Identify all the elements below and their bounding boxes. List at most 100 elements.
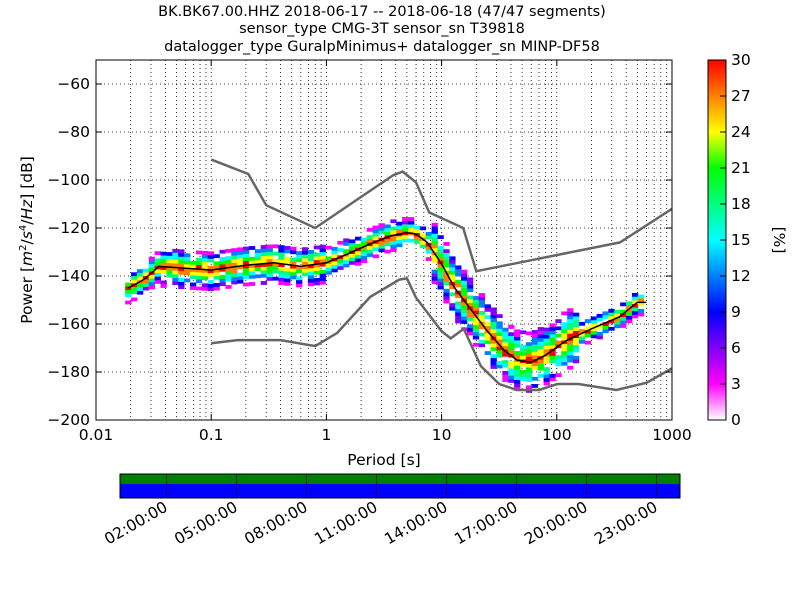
density-cell [237, 247, 244, 252]
density-cell [366, 245, 374, 250]
density-cell [195, 272, 203, 276]
density-cell [637, 309, 645, 313]
density-cell [490, 318, 497, 323]
colorbar-tick-label: 12 [731, 267, 751, 285]
density-cell [219, 275, 226, 279]
density-cell [543, 327, 550, 332]
density-cell [290, 264, 297, 269]
density-cell [437, 267, 444, 272]
density-cell [219, 260, 226, 265]
density-cell [431, 233, 438, 238]
timeline-label: 11:00:00 [311, 498, 380, 548]
density-cell [195, 286, 203, 291]
density-cell [301, 265, 309, 270]
density-cell [260, 281, 267, 285]
density-cell [384, 238, 391, 243]
density-cell [166, 270, 173, 274]
density-cell [231, 262, 238, 267]
density-cell [360, 255, 368, 260]
density-cell [614, 324, 621, 329]
density-cell [243, 271, 250, 276]
density-cell [531, 330, 539, 334]
density-cell [154, 280, 161, 284]
density-cell [478, 339, 486, 344]
density-cell [578, 339, 586, 344]
density-cell [396, 236, 403, 240]
density-cell [248, 264, 256, 268]
density-cell [543, 359, 550, 364]
density-cell [484, 351, 491, 355]
density-cell [142, 272, 150, 277]
density-cell [543, 334, 550, 339]
density-cell [207, 287, 214, 292]
density-cell [325, 267, 332, 272]
density-cell [525, 378, 533, 382]
density-cell [537, 348, 544, 353]
density-cell [413, 225, 421, 230]
density-cell [408, 227, 415, 232]
density-cell [543, 367, 550, 371]
density-cell [243, 264, 250, 269]
density-cell [189, 260, 197, 265]
density-cell [172, 277, 179, 282]
density-cell [195, 261, 203, 266]
density-cell [490, 311, 497, 315]
density-cell [207, 258, 214, 263]
density-cell [531, 376, 539, 381]
low-noise-model-line [211, 277, 672, 392]
density-cell [531, 351, 539, 356]
density-cell [578, 321, 586, 326]
density-cell [225, 249, 232, 253]
density-cell [437, 256, 444, 261]
density-cell [496, 346, 503, 351]
density-cell [231, 273, 238, 278]
density-cell [213, 272, 220, 277]
density-cell [319, 277, 326, 281]
density-cell [561, 358, 568, 363]
density-cell [478, 343, 486, 348]
density-cell [525, 363, 533, 368]
density-cell [278, 248, 285, 253]
y-tick-label: −200 [47, 411, 90, 429]
density-cell [514, 379, 521, 384]
density-cell [219, 278, 226, 283]
density-cell [301, 258, 309, 262]
density-cell [272, 269, 279, 274]
density-cell [484, 315, 491, 319]
density-cell [337, 262, 344, 267]
density-cell [307, 264, 315, 269]
density-cell [567, 351, 574, 356]
density-cell [637, 301, 645, 306]
density-cell [260, 270, 267, 275]
density-cell [248, 274, 256, 279]
density-cell [243, 260, 250, 265]
density-cell [561, 322, 568, 327]
density-cell [514, 329, 521, 334]
density-cell [455, 319, 462, 324]
density-cell [296, 254, 303, 259]
density-cell [254, 263, 262, 268]
density-cell [225, 270, 232, 275]
density-cell [525, 345, 533, 350]
density-cell [166, 259, 173, 264]
density-cell [525, 331, 533, 336]
y-axis-label: Power [m2/s4/Hz] [dB] [18, 156, 36, 324]
density-cell [313, 281, 321, 286]
density-cell [201, 286, 209, 291]
density-cell [402, 238, 409, 243]
density-cell [372, 225, 379, 230]
density-cell [148, 281, 156, 286]
density-cell [372, 236, 379, 241]
density-cell [437, 249, 444, 254]
density-cell [431, 273, 438, 277]
density-cell [125, 289, 132, 294]
density-cell [272, 251, 279, 256]
density-cell [184, 253, 191, 258]
density-cell [531, 362, 539, 367]
density-cell [508, 375, 515, 380]
density-cell [555, 326, 562, 331]
density-cell [502, 345, 509, 350]
density-cell [466, 302, 474, 307]
density-cell [443, 252, 450, 257]
density-cell [319, 248, 326, 253]
